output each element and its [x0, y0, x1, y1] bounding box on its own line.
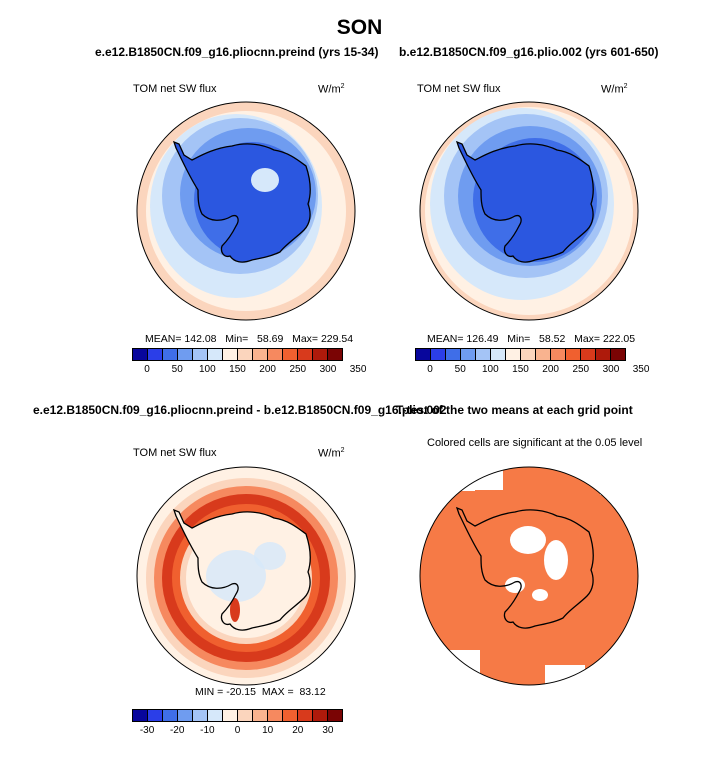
colorbar-swatch	[223, 710, 238, 721]
colorbar-swatch	[416, 349, 431, 360]
colorbar-tick-label: 250	[289, 364, 307, 375]
field-label: TOM net SW flux	[133, 447, 217, 459]
colorbar-tick-label: 300	[602, 364, 620, 375]
colorbar-tick-label: 150	[229, 364, 246, 375]
colorbar-swatch	[208, 710, 223, 721]
colorbar-swatch	[536, 349, 551, 360]
colorbar-tick-label: 350	[349, 364, 367, 375]
field-label: TOM net SW flux	[133, 83, 217, 95]
stats-case: MEAN= 126.49 Min= 58.52 Max= 222.05	[427, 333, 636, 345]
colorbar-swatch	[133, 710, 148, 721]
units-label: W/m2	[601, 83, 628, 96]
colorbar-swatch	[596, 349, 611, 360]
colorbar-swatch	[133, 349, 148, 360]
colorbar-tick-label: 100	[199, 364, 216, 375]
colorbar-swatch	[268, 349, 283, 360]
units-label: W/m2	[318, 83, 345, 96]
colorbar-swatch	[328, 710, 342, 721]
colorbar-tick-label: 250	[572, 364, 590, 375]
colorbar-tick-label: 0	[427, 364, 433, 375]
colorbar-tick-label: 350	[632, 364, 650, 375]
map-fill-case	[420, 102, 638, 320]
colorbar-swatch	[253, 349, 268, 360]
colorbar-swatch	[298, 349, 313, 360]
colorbar-tick-label: -30	[139, 725, 155, 736]
colorbar-swatch	[238, 349, 253, 360]
colorbar-swatch	[268, 710, 283, 721]
field-label: TOM net SW flux	[417, 83, 501, 95]
colorbar-swatch	[253, 710, 268, 721]
colorbar-tick-label: 0	[144, 364, 150, 375]
colorbar-tick-label: 0	[234, 725, 241, 736]
colorbar-swatch	[163, 349, 178, 360]
map-fill-control	[137, 102, 355, 320]
colorbar-swatch	[283, 349, 298, 360]
colorbar-swatch	[581, 349, 596, 360]
colorbar-swatch	[313, 710, 328, 721]
panel-title-ttest: T-test of the two means at each grid poi…	[396, 403, 633, 417]
colorbar-swatch	[611, 349, 625, 360]
colorbar-tick-label: 50	[171, 364, 183, 375]
colorbar-absolute-left	[132, 348, 343, 361]
colorbar-swatch	[223, 349, 238, 360]
colorbar-swatch	[566, 349, 581, 360]
colorbar-tick-label: 200	[259, 364, 276, 375]
colorbar-swatch	[148, 349, 163, 360]
colorbar-swatch	[163, 710, 178, 721]
colorbar-tick-label: 50	[454, 364, 466, 375]
colorbar-swatch	[313, 349, 328, 360]
colorbar-swatch	[148, 710, 163, 721]
colorbar-tick-label: 30	[322, 725, 334, 736]
colorbar-tick-label: -20	[169, 725, 185, 736]
colorbar-swatch	[193, 349, 208, 360]
colorbar-swatch	[178, 349, 193, 360]
units-label: W/m2	[318, 447, 345, 460]
colorbar-swatch	[178, 710, 193, 721]
panel-title-control: e.e12.B1850CN.f09_g16.pliocnn.preind (yr…	[95, 45, 379, 59]
colorbar-tick-label: 200	[542, 364, 559, 375]
panel-title-difference: e.e12.B1850CN.f09_g16.pliocnn.preind - b…	[33, 403, 447, 417]
colorbar-swatch	[431, 349, 446, 360]
colorbar-swatch	[506, 349, 521, 360]
colorbar-tick-label: 100	[482, 364, 499, 375]
colorbar-swatch	[238, 710, 253, 721]
colorbar-swatch	[193, 710, 208, 721]
colorbar-swatch	[521, 349, 536, 360]
colorbar-swatch	[328, 349, 342, 360]
panel-title-case: b.e12.B1850CN.f09_g16.plio.002 (yrs 601-…	[399, 45, 659, 59]
colorbar-swatch	[461, 349, 476, 360]
map-fill-ttest	[420, 467, 638, 685]
significance-note: Colored cells are significant at the 0.0…	[427, 437, 643, 449]
colorbar-tick-label: 300	[319, 364, 337, 375]
figure-title: SON	[336, 16, 383, 39]
colorbar-swatch	[491, 349, 506, 360]
stats-control: MEAN= 142.08 Min= 58.69 Max= 229.54	[145, 333, 354, 345]
colorbar-tick-label: 150	[512, 364, 529, 375]
colorbar-tick-label: -10	[200, 725, 215, 736]
colorbar-tick-label: 20	[292, 725, 304, 736]
colorbar-tick-label: 10	[262, 725, 274, 736]
colorbar-swatch	[551, 349, 566, 360]
colorbar-swatch	[298, 710, 313, 721]
colorbar-swatch	[446, 349, 461, 360]
colorbar-absolute-right	[415, 348, 626, 361]
map-fill-difference	[137, 467, 355, 685]
colorbar-swatch	[283, 710, 298, 721]
colorbar-difference	[132, 709, 343, 722]
stats-difference: MIN = -20.15 MAX = 83.12	[195, 686, 326, 698]
colorbar-swatch	[208, 349, 223, 360]
colorbar-swatch	[476, 349, 491, 360]
